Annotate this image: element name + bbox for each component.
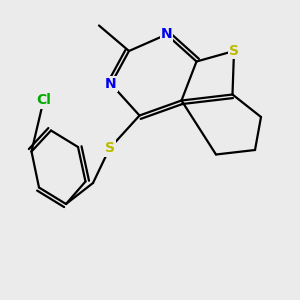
- Text: S: S: [229, 44, 239, 58]
- Text: N: N: [161, 28, 172, 41]
- Text: S: S: [104, 142, 115, 155]
- Text: Cl: Cl: [36, 94, 51, 107]
- Text: N: N: [105, 77, 117, 91]
